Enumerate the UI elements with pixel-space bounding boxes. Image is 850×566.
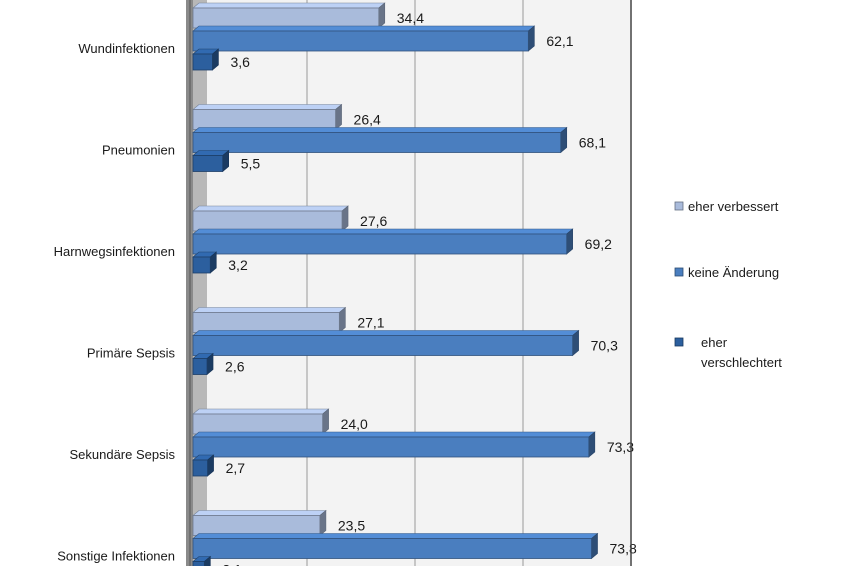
bar-improved (192, 2, 386, 29)
category-labels: Wundinfektionen Pneumonien Harnwegsinfekti… (54, 41, 176, 564)
plot-area (190, 0, 630, 566)
data-label: 70,3 (591, 338, 618, 354)
legend-item: keine Änderung (674, 265, 779, 280)
category-label: Pneumonien (102, 143, 175, 158)
bar-improved (192, 509, 327, 537)
category-label: Primäre Sepsis (87, 346, 176, 361)
floor-wall (186, 0, 207, 566)
bar-improved (192, 306, 347, 334)
category-label: Harnwegsinfektionen (54, 244, 175, 259)
legend: eher verbessert keine Änderung eher verschl… (674, 199, 782, 370)
bar-worsened (192, 454, 215, 477)
legend-label: keine Änderung (688, 265, 779, 280)
data-label: 5,5 (241, 156, 261, 172)
bar-unchanged (192, 228, 574, 255)
bar-unchanged (192, 431, 596, 458)
data-labels: 34,4 62,1 3,6 26,4 68,1 5,5 27,6 69,2 3,2 27,1 70,… (222, 10, 637, 566)
bar-worsened (192, 149, 230, 173)
legend-item: eher verbessert (674, 199, 779, 214)
legend-label: eher (701, 335, 728, 350)
bar-improved (192, 205, 349, 232)
bar-unchanged (192, 532, 599, 560)
data-label: 3,6 (230, 54, 250, 70)
legend-label: eher verbessert (688, 199, 779, 214)
legend-item: eher verschlechtert (674, 335, 782, 370)
legend-label: verschlechtert (701, 355, 782, 370)
data-label: 3,2 (228, 257, 248, 273)
data-label: 26,4 (354, 112, 381, 128)
data-label: 27,6 (360, 213, 387, 229)
data-label: 23,5 (338, 518, 365, 534)
category-label: Sonstige Infektionen (57, 549, 175, 564)
data-label: 24,0 (341, 416, 368, 432)
data-label: 2,7 (226, 460, 246, 476)
data-label: 27,1 (357, 315, 384, 331)
data-label: 2,1 (222, 562, 242, 566)
bar-worsened (192, 352, 214, 376)
bar-unchanged (192, 126, 568, 154)
data-label: 73,8 (610, 541, 637, 557)
gridlines (306, 0, 524, 566)
bar-worsened (192, 48, 220, 71)
legend-swatch (674, 201, 684, 211)
bar-improved (192, 103, 343, 131)
data-label: 68,1 (579, 135, 606, 151)
bar-worsened (192, 251, 218, 274)
data-label: 34,4 (397, 10, 424, 26)
bar-unchanged (192, 25, 536, 52)
category-label: Wundinfektionen (78, 41, 175, 56)
category-label: Sekundäre Sepsis (69, 447, 175, 462)
bars (192, 2, 599, 566)
legend-swatch (674, 267, 684, 277)
bar-improved (192, 408, 330, 435)
legend-swatch (674, 337, 684, 347)
bar-worsened (192, 555, 212, 566)
data-label: 62,1 (546, 33, 573, 49)
data-label: 73,3 (607, 439, 634, 455)
data-label: 69,2 (585, 236, 612, 252)
bar-unchanged (192, 329, 580, 357)
data-label: 2,6 (225, 359, 245, 375)
